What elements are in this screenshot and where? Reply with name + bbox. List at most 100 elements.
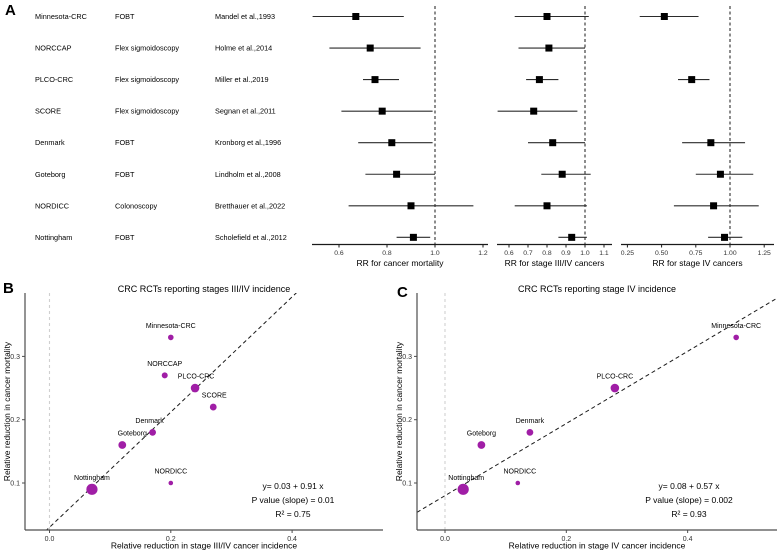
forest-estimate-stage34-Goteborg — [541, 170, 591, 178]
forest-estimate-mortality-NORDICC — [348, 202, 474, 210]
scatter-point-group-Goteborg: Goteborg — [118, 431, 147, 449]
x-tick-label: 0.6 — [334, 250, 344, 257]
forest-citation-label: Segnan et al.,2011 — [215, 107, 276, 116]
forest-trial-label: NORCCAP — [35, 44, 72, 53]
scatter-point — [86, 483, 98, 495]
forest-estimate-mortality-SCORE — [341, 107, 433, 115]
point-estimate-square — [549, 139, 557, 147]
panel-c-label: C — [397, 284, 408, 301]
panel-a-label: A — [5, 2, 16, 19]
forest-estimate-stage4-NORDICC — [673, 202, 759, 210]
panel-b-scatter: CRC RCTs reporting stages III/IV inciden… — [2, 284, 383, 551]
point-estimate-square — [393, 170, 401, 178]
scatter-point-group-NORCCAP: NORCCAP — [147, 361, 183, 379]
scatter-point — [733, 334, 739, 341]
forest-citation-label: Scholefield et al.,2012 — [215, 233, 287, 242]
forest-modality-label: FOBT — [115, 170, 135, 179]
point-estimate-square — [388, 139, 396, 147]
x-tick-label: 1.0 — [430, 250, 440, 257]
forest-estimate-mortality-PLCO-CRC — [363, 76, 399, 84]
scatter-point-group-NORDICC: NORDICC — [154, 469, 187, 486]
forest-modality-label: Colonoscopy — [115, 201, 158, 210]
scatter-point-label: PLCO-CRC — [178, 374, 215, 381]
x-tick-label: 0.50 — [655, 250, 668, 257]
regression-annotation: y= 0.03 + 0.91 x P value (slope) = 0.01 R²… — [252, 481, 335, 519]
forest-citation-label: Holme et al.,2014 — [215, 44, 272, 53]
scatter-title: CRC RCTs reporting stage IV incidence — [518, 284, 676, 294]
forest-estimate-stage4-PLCO-CRC — [678, 76, 710, 84]
forest-modality-label: Flex sigmoidoscopy — [115, 44, 179, 53]
forest-x-axis-title: RR for stage III/IV cancers — [505, 258, 605, 268]
forest-row-labels: Minnesota-CRC FOBT Mandel et al.,1993 NORCC… — [35, 12, 287, 242]
scatter-point-group-NORDICC: NORDICC — [503, 469, 536, 486]
scatter-point — [190, 383, 200, 393]
forest-trial-label: Goteborg — [35, 170, 65, 179]
forest-estimate-stage4-Denmark — [682, 139, 746, 147]
scatter-point — [457, 483, 469, 495]
x-tick-label: 0.2 — [561, 536, 571, 543]
forest-row-label-SCORE: SCORE Flex sigmoidoscopy Segnan et al.,201… — [35, 107, 276, 116]
scatter-point-label: NORDICC — [503, 469, 536, 476]
panel-c-scatter: CRC RCTs reporting stage IV incidence 0.0… — [394, 284, 777, 551]
annotation-line: R² = 0.75 — [275, 509, 310, 519]
point-estimate-square — [710, 202, 718, 210]
x-tick-label: 0.8 — [382, 250, 392, 257]
forest-modality-label: Flex sigmoidoscopy — [115, 107, 179, 116]
forest-estimate-mortality-Nottingham — [396, 233, 431, 241]
scatter-y-axis-title: Relative reduction in cancer mortality — [2, 341, 12, 481]
point-estimate-square — [558, 170, 566, 178]
scatter-point-label: Goteborg — [467, 431, 496, 438]
point-estimate-square — [568, 233, 576, 241]
forest-citation-label: Bretthauer et al.,2022 — [215, 201, 285, 210]
forest-estimate-mortality-Minnesota-CRC — [312, 13, 404, 20]
scatter-point — [161, 372, 168, 379]
forest-estimate-stage34-NORCCAP — [518, 44, 585, 52]
forest-modality-label: Flex sigmoidoscopy — [115, 75, 179, 84]
scatter-point-label: NORCCAP — [147, 361, 182, 368]
scatter-point — [168, 334, 174, 341]
x-tick-label: 1.25 — [758, 250, 771, 257]
forest-estimate-stage4-Minnesota-CRC — [639, 13, 699, 20]
point-estimate-square — [543, 13, 551, 20]
forest-estimate-stage34-PLCO-CRC — [526, 76, 559, 84]
x-tick-label: 0.9 — [561, 250, 571, 257]
point-estimate-square — [707, 139, 715, 147]
forest-estimate-mortality-Goteborg — [365, 170, 435, 178]
scatter-point — [477, 441, 486, 449]
forest-modality-label: FOBT — [115, 233, 135, 242]
scatter-point-label: Minnesota-CRC — [711, 323, 761, 330]
forest-row-label-PLCO-CRC: PLCO-CRC Flex sigmoidoscopy Miller et al.,… — [35, 75, 269, 84]
scatter-point-label: Nottingham — [448, 475, 484, 482]
scatter-point-group-Nottingham: Nottingham — [448, 475, 484, 495]
forest-estimate-mortality-NORCCAP — [329, 44, 421, 52]
forest-citation-label: Kronborg et al.,1996 — [215, 138, 281, 147]
forest-row-label-NORCCAP: NORCCAP Flex sigmoidoscopy Holme et al.,20… — [35, 44, 272, 53]
x-tick-label: 1.00 — [723, 250, 736, 257]
forest-estimate-stage34-Minnesota-CRC — [514, 13, 589, 20]
forest-trial-label: SCORE — [35, 107, 61, 116]
annotation-line: R² = 0.93 — [671, 509, 706, 519]
forest-estimate-stage34-Nottingham — [558, 233, 587, 241]
x-tick-label: 0.4 — [287, 536, 297, 543]
scatter-point-label: SCORE — [202, 393, 227, 400]
forest-citation-label: Lindholm et al.,2008 — [215, 170, 281, 179]
y-tick-label: 0.2 — [402, 417, 412, 424]
panel-b-label: B — [3, 280, 14, 297]
forest-subpanel-stage34: 0.6 0.7 0.8 0.9 1.0 1.1RR for stage III/IV ca… — [497, 6, 612, 268]
x-tick-label: 0.0 — [45, 536, 55, 543]
scatter-point-group-Minnesota-CRC: Minnesota-CRC — [146, 323, 196, 341]
forest-estimate-stage4-Goteborg — [695, 170, 754, 178]
y-tick-label: 0.2 — [10, 417, 20, 424]
point-estimate-square — [543, 202, 551, 210]
point-estimate-square — [407, 202, 415, 210]
forest-subpanel-mortality: 0.6 0.8 1.0 1.2 RR for cancer mortality — [312, 6, 488, 268]
scatter-point-group-PLCO-CRC: PLCO-CRC — [597, 374, 633, 393]
point-estimate-square — [378, 107, 386, 115]
scatter-point-group-Minnesota-CRC: Minnesota-CRC — [711, 323, 761, 341]
forest-subpanel-stage4: 0.25 0.50 0.75 1.00 1.25 RR for stage IV canc… — [621, 6, 774, 268]
annotation-line: y= 0.08 + 0.57 x — [659, 481, 721, 491]
scatter-point-group-SCORE: SCORE — [202, 393, 227, 411]
regression-annotation: y= 0.08 + 0.57 x P value (slope) = 0.002 R… — [645, 481, 733, 519]
